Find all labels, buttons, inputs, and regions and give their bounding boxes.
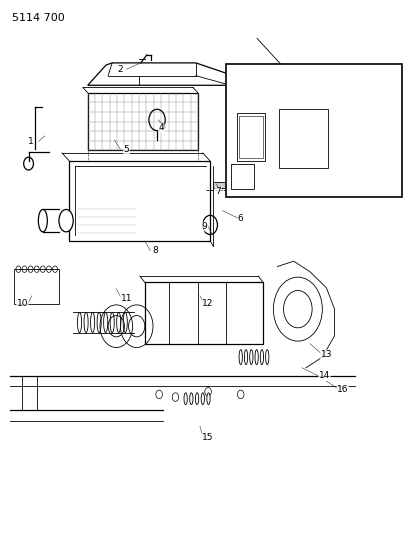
- Bar: [145, 282, 263, 344]
- Ellipse shape: [244, 350, 248, 365]
- Ellipse shape: [104, 312, 108, 333]
- Text: 3: 3: [291, 73, 297, 82]
- Ellipse shape: [123, 312, 127, 333]
- Text: 8: 8: [152, 246, 158, 255]
- Ellipse shape: [250, 350, 253, 365]
- Text: 16: 16: [337, 385, 348, 393]
- Text: 12: 12: [202, 300, 214, 308]
- Polygon shape: [88, 63, 237, 85]
- Text: 4: 4: [158, 124, 164, 132]
- Ellipse shape: [78, 312, 82, 333]
- Text: 5: 5: [124, 145, 129, 154]
- Text: 13: 13: [321, 350, 332, 359]
- Ellipse shape: [110, 312, 114, 333]
- Ellipse shape: [97, 312, 101, 333]
- Text: 5114 700: 5114 700: [12, 13, 65, 23]
- Ellipse shape: [239, 350, 242, 365]
- Text: 1: 1: [28, 137, 33, 146]
- Ellipse shape: [255, 350, 258, 365]
- Bar: [279, 109, 328, 168]
- Bar: [239, 116, 263, 158]
- Text: 14: 14: [319, 372, 330, 380]
- Ellipse shape: [266, 350, 269, 365]
- Bar: [22, 376, 37, 410]
- Text: 7: 7: [215, 188, 221, 196]
- Bar: [88, 93, 198, 150]
- Text: 15: 15: [202, 433, 214, 441]
- Ellipse shape: [195, 393, 199, 405]
- Ellipse shape: [260, 350, 264, 365]
- Bar: [231, 164, 254, 189]
- Ellipse shape: [38, 209, 47, 232]
- Bar: [237, 113, 265, 161]
- Bar: [213, 182, 228, 188]
- Text: 2: 2: [118, 65, 123, 74]
- Text: 18: 18: [272, 164, 283, 172]
- Ellipse shape: [207, 393, 210, 405]
- Bar: [226, 64, 402, 197]
- Text: 9: 9: [201, 222, 207, 231]
- Text: 19: 19: [266, 180, 277, 188]
- Ellipse shape: [59, 209, 73, 232]
- Text: 11: 11: [121, 294, 132, 303]
- Ellipse shape: [117, 312, 121, 333]
- Bar: [69, 161, 210, 241]
- Text: 17: 17: [357, 118, 369, 127]
- Ellipse shape: [190, 393, 193, 405]
- Ellipse shape: [184, 393, 187, 405]
- Ellipse shape: [91, 312, 95, 333]
- Ellipse shape: [84, 312, 88, 333]
- Text: 6: 6: [238, 214, 244, 223]
- Ellipse shape: [201, 393, 204, 405]
- Bar: [14, 269, 59, 304]
- Text: 10: 10: [17, 300, 28, 308]
